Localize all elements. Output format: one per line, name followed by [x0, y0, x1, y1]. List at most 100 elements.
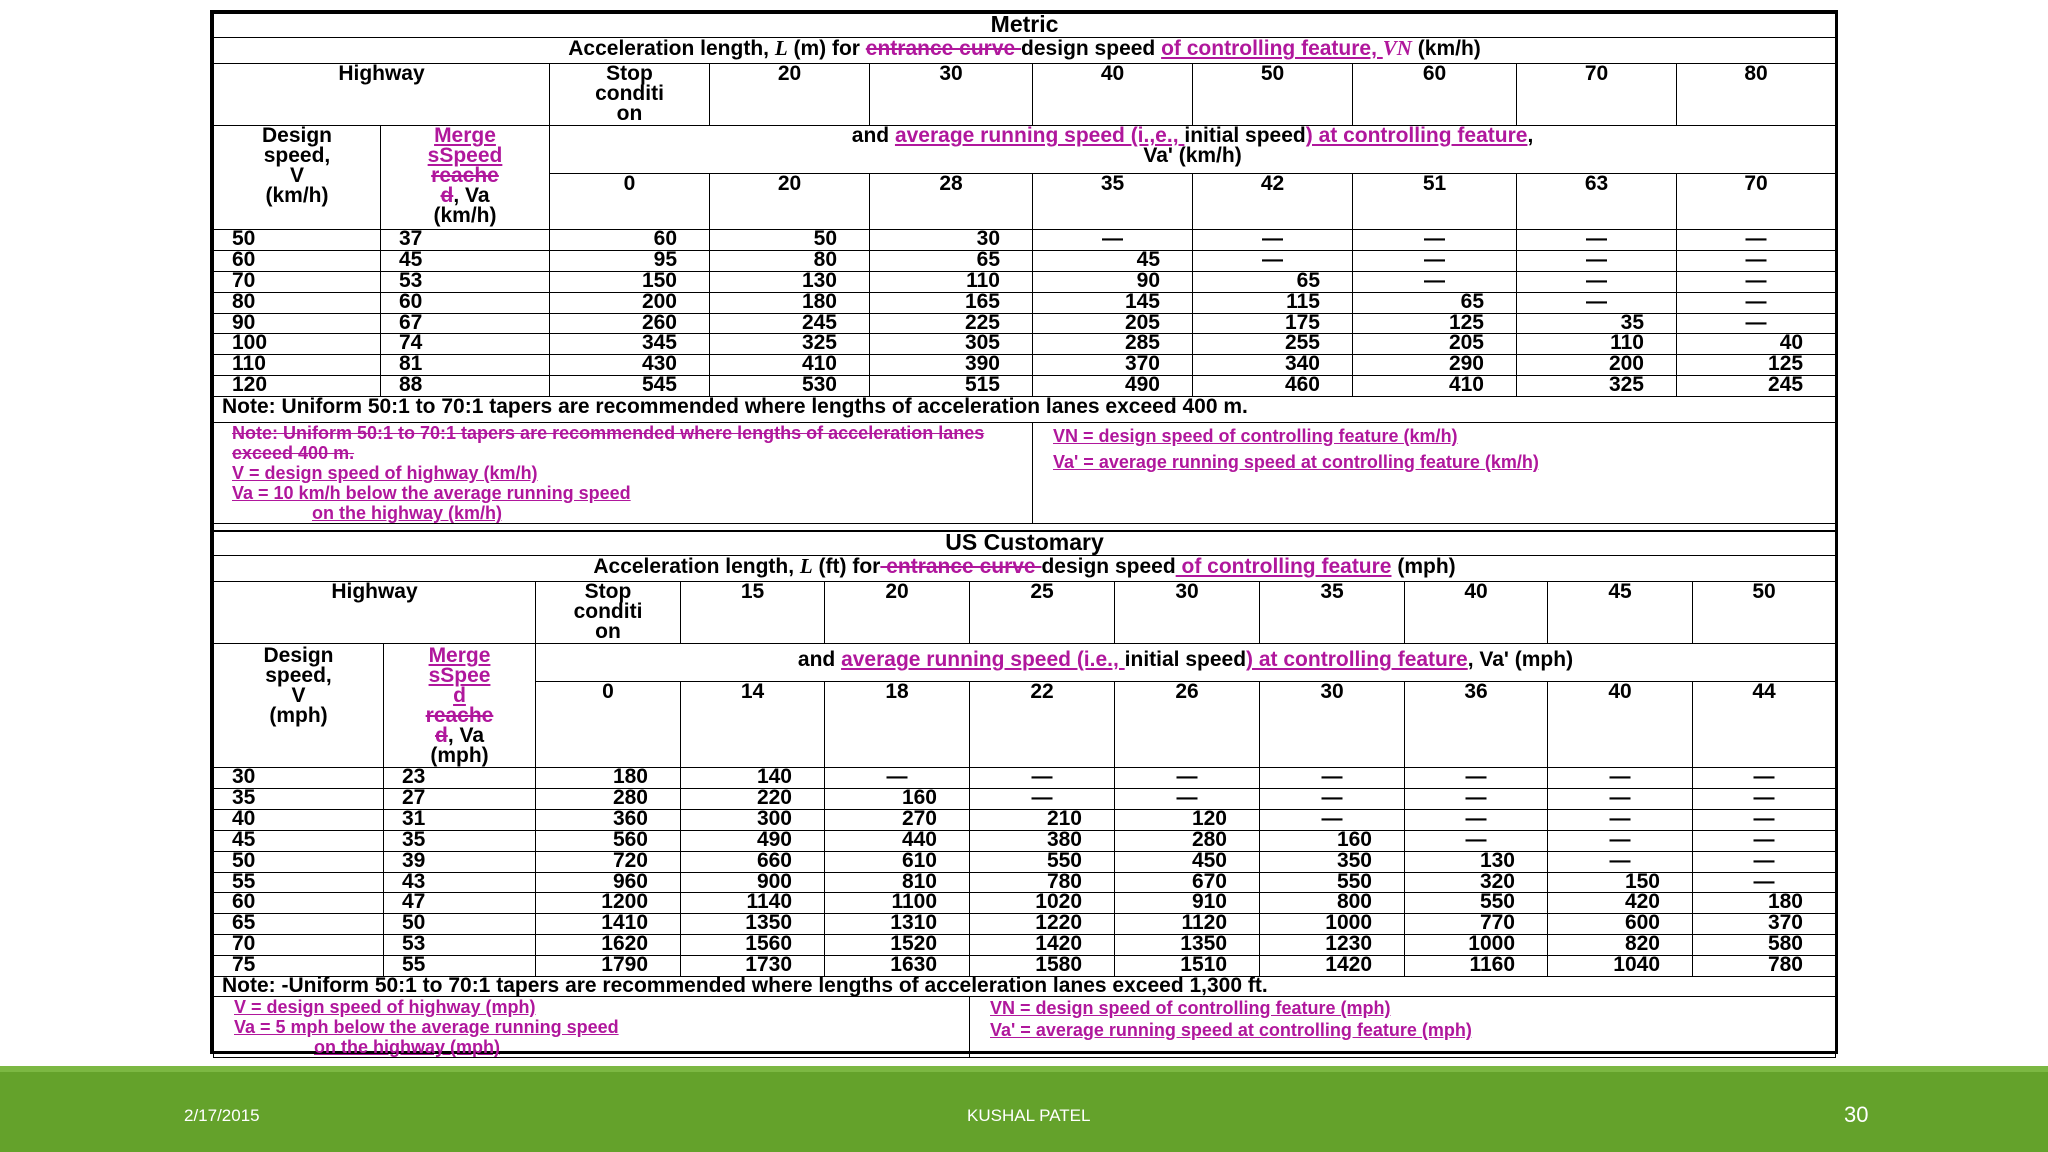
merge-speed-cell: 37 — [380, 229, 550, 251]
length-cell: 545 — [549, 375, 710, 398]
length-cell: 150 — [549, 270, 710, 293]
length-cell: 460 — [1192, 375, 1353, 398]
length-cell: 90 — [1032, 270, 1193, 293]
length-cell: 420 — [1547, 892, 1693, 915]
length-cell: 120 — [1114, 808, 1260, 831]
us-subtitle: Acceleration length, L (ft) for entrance… — [213, 555, 1836, 583]
us-title: US Customary — [213, 531, 1836, 557]
length-cell: 410 — [1352, 375, 1517, 398]
length-cell: — — [1692, 767, 1836, 790]
design-speed-cell: 60 — [213, 892, 384, 915]
length-cell: 340 — [1192, 354, 1353, 377]
length-cell: 290 — [1352, 354, 1517, 377]
metric-data-rows: 50 37 60 50 30— — — — —60 45 95 80 65 45— — — —70 53 150 13… — [213, 229, 1837, 398]
length-cell: — — [1114, 767, 1260, 790]
length-cell: — — [1404, 808, 1548, 831]
length-cell: 490 — [680, 829, 825, 852]
us-initial-speed: 26 — [1114, 681, 1260, 769]
length-cell: — — [1692, 850, 1836, 873]
metric-initial-speed: 35 — [1032, 173, 1193, 230]
length-cell: 245 — [1675, 375, 1837, 398]
length-cell: — — [1692, 829, 1836, 852]
metric-legend-right: VN = design speed of controlling feature… — [1031, 422, 1837, 525]
design-speed-cell: 80 — [213, 291, 381, 314]
length-cell: 780 — [969, 871, 1115, 894]
us-stop-condition-header: Stop conditi on — [535, 581, 681, 645]
us-design-speed-col: 35 — [1259, 581, 1405, 645]
table-row: 120 88 545 530 515 490 460 410 325 245 — [213, 375, 1837, 398]
length-cell: 260 — [549, 312, 710, 335]
length-cell: 65 — [1352, 291, 1517, 314]
table-row: 75 55 1790 1730 1630 1580 1510 1420 1160 1040 780 — [213, 955, 1836, 978]
us-design-speed-col: 25 — [969, 581, 1115, 645]
length-cell: 380 — [969, 829, 1115, 852]
length-cell: 720 — [535, 850, 681, 873]
length-cell: 1100 — [824, 892, 970, 915]
length-cell: 220 — [680, 788, 825, 810]
us-design-speed-col: 20 — [824, 581, 970, 645]
length-cell: 660 — [680, 850, 825, 873]
table-row: 100 74 345 325 305 285 255 205 110 40 — [213, 333, 1837, 356]
length-cell: — — [1192, 249, 1353, 272]
length-cell: 115 — [1192, 291, 1353, 314]
length-cell: — — [1259, 808, 1405, 831]
length-cell: 1140 — [680, 892, 825, 915]
length-cell: 770 — [1404, 913, 1548, 936]
design-speed-cell: 65 — [213, 913, 384, 936]
length-cell: — — [1547, 829, 1693, 852]
length-cell: 280 — [535, 788, 681, 810]
length-cell: 440 — [824, 829, 970, 852]
length-cell: — — [1352, 270, 1517, 293]
metric-legend-left: Note: Uniform 50:1 to 70:1 tapers are re… — [213, 422, 1033, 525]
length-cell: 60 — [549, 229, 710, 251]
us-design-speed-col: 50 — [1692, 581, 1836, 645]
length-cell: 600 — [1547, 913, 1693, 936]
length-cell: 205 — [1032, 312, 1193, 335]
length-cell: 1510 — [1114, 955, 1260, 978]
merge-speed-cell: 27 — [383, 788, 536, 810]
length-cell: 110 — [1516, 333, 1677, 356]
length-cell: 300 — [680, 808, 825, 831]
length-cell: — — [1547, 788, 1693, 810]
footer-accent-line — [0, 1066, 2048, 1072]
table-row: 55 43 960 900 810 780 670 550 320 150— — [213, 871, 1836, 894]
us-data-rows: 30 23 180 140— — — — — — —35 27 280 220 160— — — — — —40 31… — [213, 767, 1836, 978]
length-cell: — — [1516, 249, 1677, 272]
merge-speed-cell: 53 — [383, 934, 536, 957]
us-note: Note: -Uniform 50:1 to 70:1 tapers are r… — [213, 976, 1836, 998]
length-cell: — — [1547, 808, 1693, 831]
design-speed-cell: 100 — [213, 333, 381, 356]
design-speed-cell: 55 — [213, 871, 384, 894]
length-cell: 550 — [969, 850, 1115, 873]
metric-initial-speed: 42 — [1192, 173, 1353, 230]
length-cell: 280 — [1114, 829, 1260, 852]
design-speed-cell: 70 — [213, 934, 384, 957]
length-cell: 165 — [869, 291, 1033, 314]
length-cell: — — [824, 767, 970, 790]
merge-speed-cell: 35 — [383, 829, 536, 852]
length-cell: — — [1675, 249, 1837, 272]
metric-title: Metric — [212, 13, 1837, 38]
length-cell: — — [1114, 788, 1260, 810]
length-cell: 1350 — [680, 913, 825, 936]
length-cell: 145 — [1032, 291, 1193, 314]
table-row: 35 27 280 220 160— — — — — — — [213, 788, 1836, 810]
length-cell: 285 — [1032, 333, 1193, 356]
metric-initial-speed: 28 — [869, 173, 1033, 230]
length-cell: 180 — [1692, 892, 1836, 915]
metric-initial-speed: 63 — [1516, 173, 1677, 230]
length-cell: 350 — [1259, 850, 1405, 873]
length-cell: 325 — [1516, 375, 1677, 398]
design-speed-cell: 110 — [213, 354, 381, 377]
design-speed-cell: 70 — [213, 270, 381, 293]
table-row: 65 50 1410 1350 1310 1220 1120 1000 770 600 370 — [213, 913, 1836, 936]
table-row: 80 60 200 180 165 145 115 65— — — [213, 291, 1837, 314]
length-cell: 1790 — [535, 955, 681, 978]
length-cell: 130 — [1404, 850, 1548, 873]
length-cell: — — [1032, 229, 1193, 251]
us-initial-speed: 0 — [535, 681, 681, 769]
length-cell: 30 — [869, 229, 1033, 251]
length-cell: 670 — [1114, 871, 1260, 894]
length-cell: 255 — [1192, 333, 1353, 356]
length-cell: — — [1516, 270, 1677, 293]
